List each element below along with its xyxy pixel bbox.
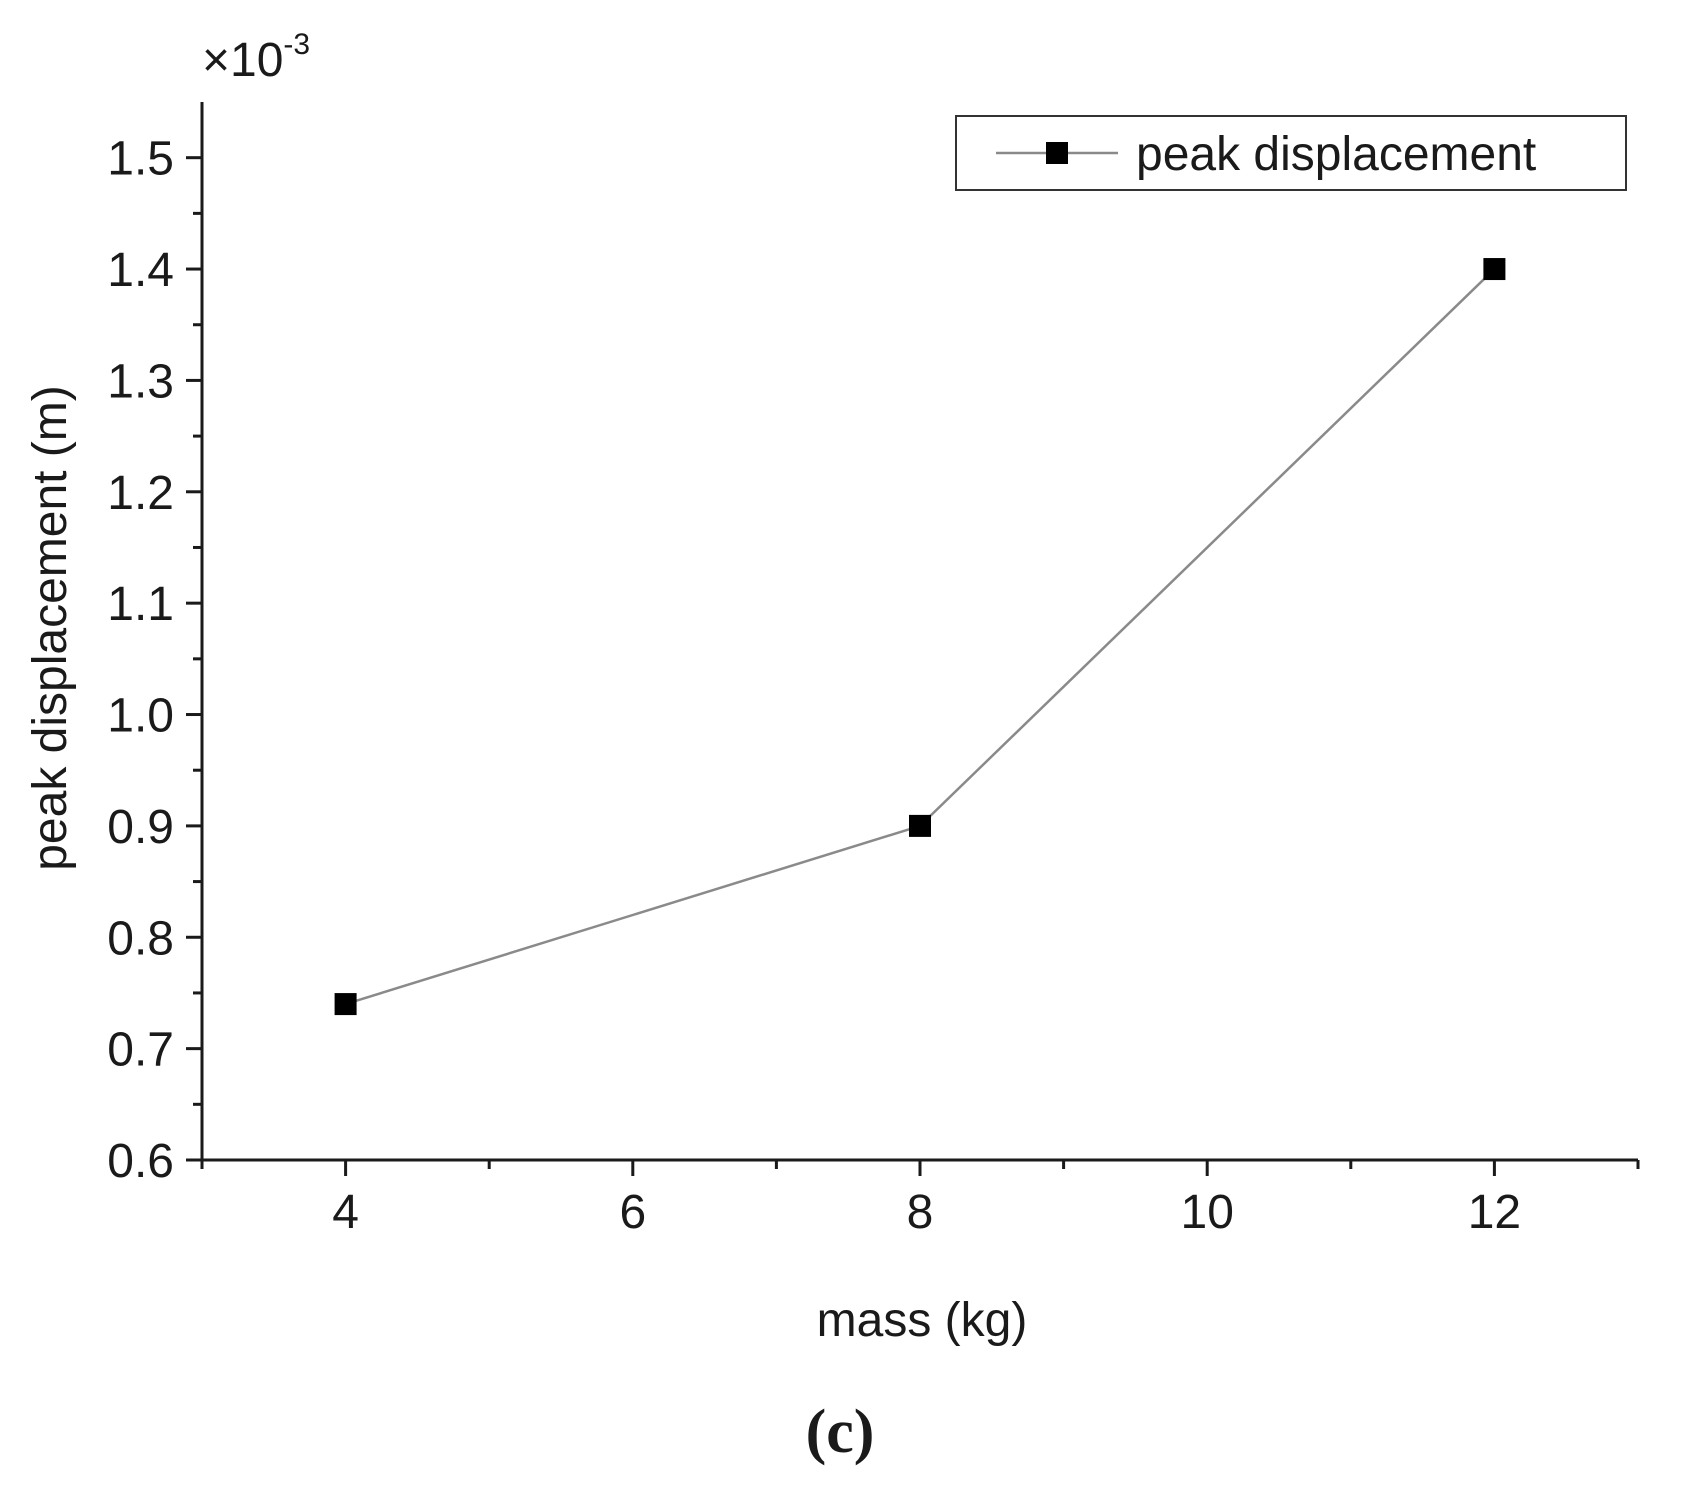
y-tick-label: 0.7 <box>107 1024 174 1077</box>
y-tick-label: 1.3 <box>107 355 174 408</box>
y-tick-label: 0.9 <box>107 801 174 854</box>
data-point <box>909 814 931 837</box>
x-tick-label: 10 <box>1181 1186 1234 1239</box>
x-tick-label: 12 <box>1468 1186 1521 1239</box>
y-multiplier-base: ×10 <box>202 34 283 87</box>
y-tick-label: 1.4 <box>107 244 174 297</box>
axes: 0.6 0.7 0.8 0.9 1.0 1.1 1.2 1.3 1.4 1.5 4 6 8 10 12 <box>107 102 1640 1239</box>
series-layer <box>334 258 1506 1016</box>
y-tick-label: 1.2 <box>107 467 174 520</box>
y-axis-multiplier: ×10-3 <box>202 28 310 87</box>
y-tick-label: 1.0 <box>107 690 174 743</box>
y-tick-label: 1.5 <box>107 133 174 186</box>
x-tick-label: 8 <box>907 1186 934 1239</box>
data-point <box>334 993 357 1016</box>
y-tick-label: 0.8 <box>107 912 174 965</box>
y-tick-label: 1.1 <box>107 578 174 631</box>
x-tick-label: 6 <box>619 1186 646 1239</box>
legend-marker <box>1046 142 1068 164</box>
panel-label: (c) <box>806 1398 875 1466</box>
data-point <box>1483 258 1506 281</box>
x-axis-title: mass (kg) <box>817 1294 1028 1347</box>
y-axis-title: peak displacement (m) <box>24 385 77 871</box>
x-tick-label: 4 <box>332 1186 359 1239</box>
series-line <box>345 268 1496 1006</box>
y-multiplier-exponent: -3 <box>283 28 310 61</box>
y-tick-label: 0.6 <box>107 1135 174 1188</box>
legend: peak displacement <box>955 115 1627 191</box>
legend-label: peak displacement <box>1136 128 1536 181</box>
